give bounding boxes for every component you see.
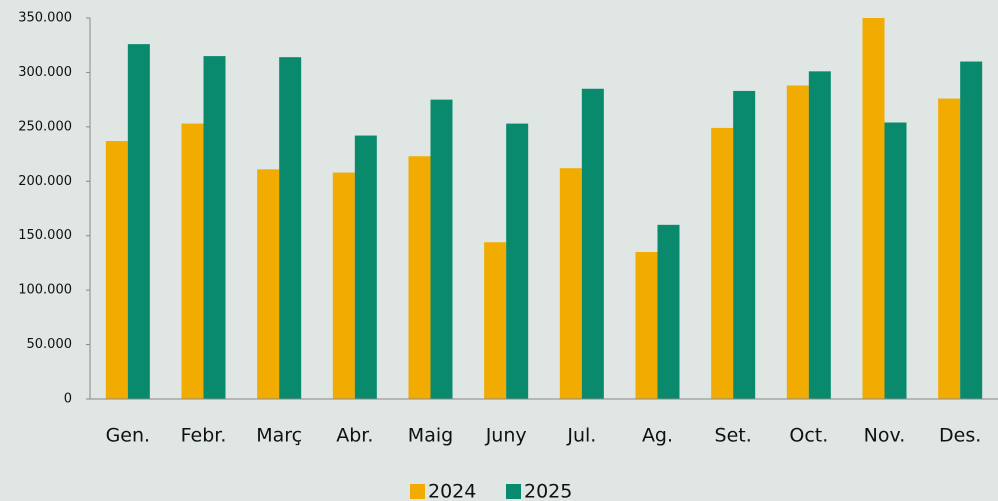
bar: [733, 90, 756, 399]
bar: [884, 122, 907, 399]
bar: [257, 169, 280, 399]
x-tick-label: Maig: [408, 425, 453, 447]
bar: [506, 123, 529, 399]
bar: [808, 71, 831, 399]
x-tick-label: Ag.: [642, 425, 673, 447]
bar: [408, 156, 431, 399]
x-tick-label: Set.: [715, 425, 752, 447]
bar: [786, 85, 809, 400]
x-tick-label: Gen.: [106, 425, 151, 447]
y-tick-label: 150.000: [18, 228, 72, 243]
bar: [559, 168, 582, 399]
x-tick-label: Març: [256, 425, 302, 447]
bar: [484, 242, 507, 399]
legend-swatch: [410, 484, 425, 499]
bar: [711, 127, 734, 400]
legend-label: 2024: [428, 481, 476, 501]
bar: [203, 56, 226, 399]
bar: [181, 123, 204, 399]
x-tick-label: Jul.: [566, 425, 596, 447]
bar: [938, 98, 961, 399]
x-tick-label: Juny: [485, 425, 527, 447]
bar: [581, 88, 604, 399]
bar: [105, 141, 128, 399]
legend-swatch: [506, 484, 521, 499]
bar: [960, 61, 983, 400]
bar: [657, 224, 680, 399]
x-tick-label: Des.: [939, 425, 981, 447]
y-tick-label: 0: [64, 392, 72, 407]
y-tick-label: 350.000: [18, 11, 72, 26]
y-tick-label: 250.000: [18, 119, 72, 134]
bar: [127, 44, 150, 400]
legend-label: 2025: [524, 481, 572, 501]
y-tick-label: 50.000: [27, 337, 73, 352]
bar: [862, 18, 885, 399]
y-tick-label: 100.000: [18, 283, 72, 298]
x-tick-label: Nov.: [864, 425, 906, 447]
bar: [430, 99, 453, 400]
bar: [354, 135, 377, 399]
y-tick-label: 200.000: [18, 174, 72, 189]
x-tick-label: Oct.: [789, 425, 828, 447]
bar: [332, 172, 355, 399]
bar: [279, 57, 302, 400]
y-tick-label: 300.000: [18, 65, 72, 80]
bar: [635, 252, 658, 399]
x-tick-label: Abr.: [336, 425, 373, 447]
x-tick-label: Febr.: [181, 425, 227, 447]
